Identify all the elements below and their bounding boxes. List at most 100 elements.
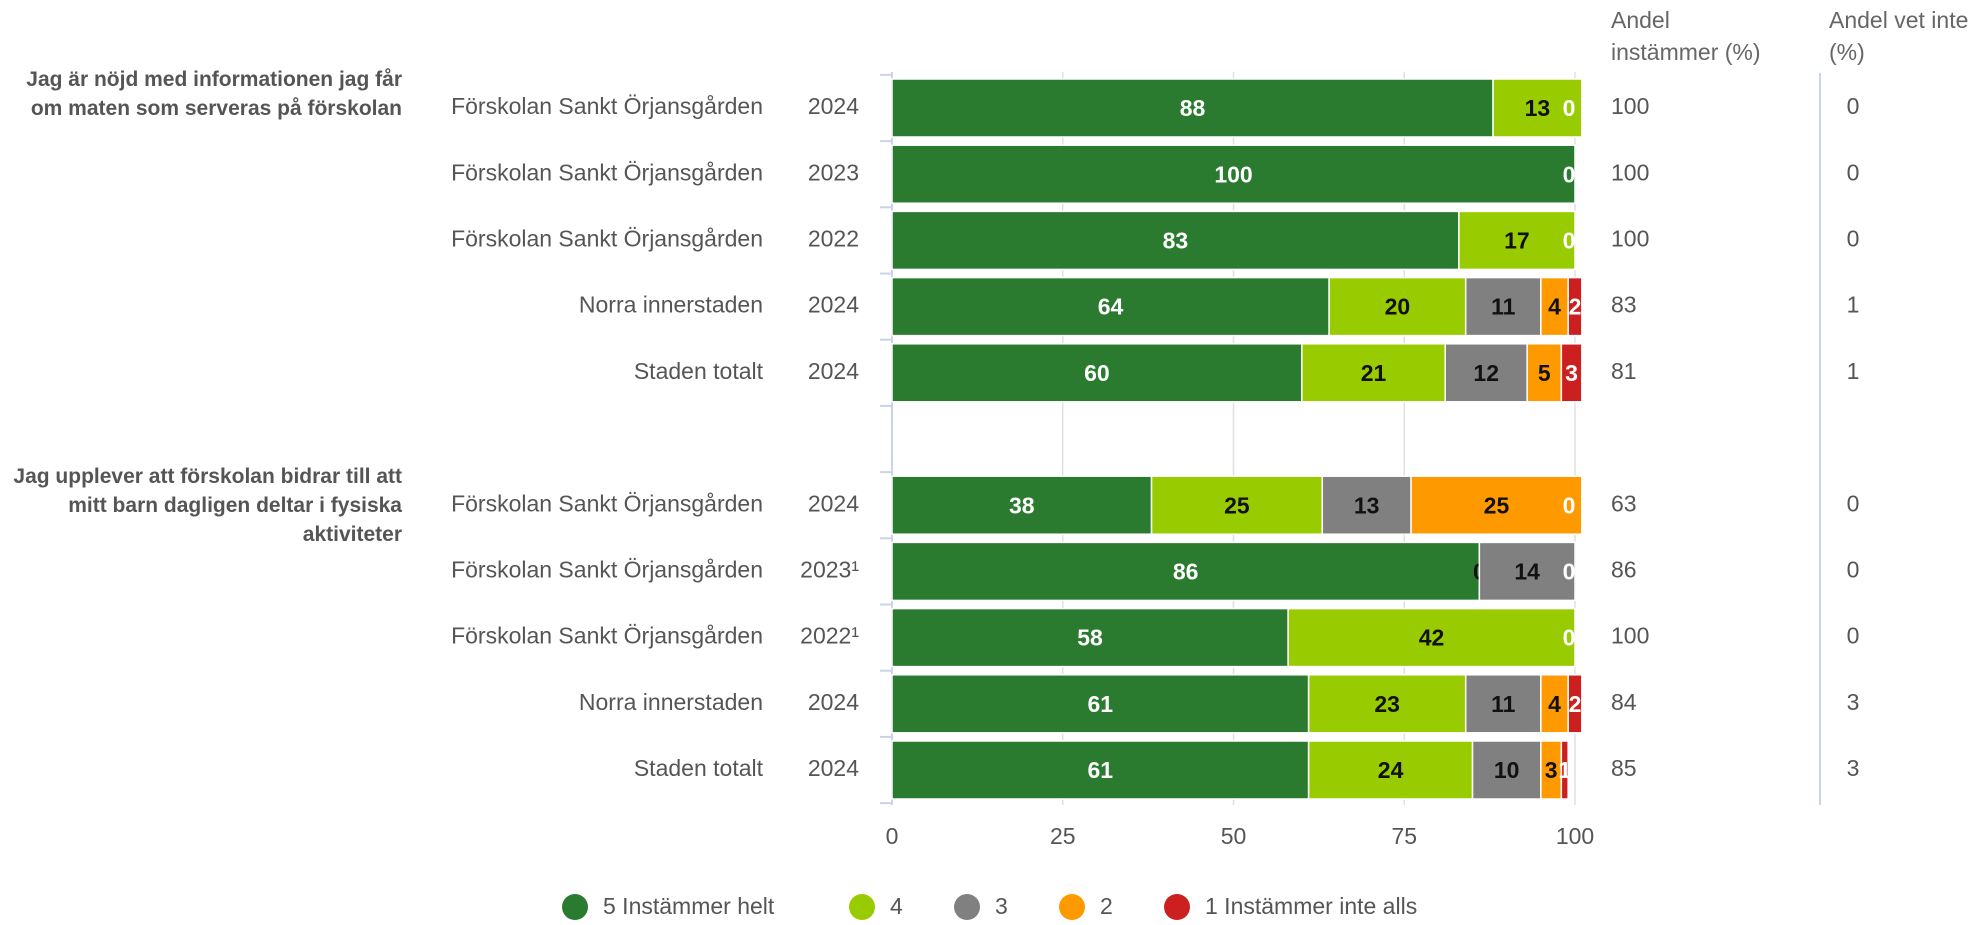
legend-swatch [1059, 894, 1085, 920]
bar-segment [1458, 210, 1576, 271]
bar-segment [1464, 276, 1542, 337]
column-value: 100 [1611, 225, 1649, 251]
data-label: 13 [1354, 492, 1380, 518]
column-value: 3 [1847, 755, 1860, 781]
category-label: Norra innerstaden [579, 292, 763, 318]
data-label: 64 [1098, 294, 1124, 320]
data-label: 58 [1077, 625, 1103, 651]
bar-segment [891, 475, 1153, 535]
x-tick-label: 50 [1221, 823, 1247, 849]
data-label: 11 [1491, 691, 1516, 717]
bar-segment [1321, 475, 1412, 535]
data-label: 5 [1538, 360, 1551, 386]
column-value: 83 [1611, 292, 1637, 318]
year-label: 2023¹ [800, 556, 859, 582]
column-value: 3 [1847, 689, 1860, 715]
year-label: 2024 [808, 755, 859, 781]
column-value: 63 [1611, 490, 1637, 516]
bar-segment [1540, 276, 1569, 337]
bar-segment [891, 740, 1310, 800]
year-label: 2024 [808, 358, 859, 384]
data-label: 4 [1548, 691, 1561, 717]
data-label: 11 [1491, 294, 1516, 320]
year-label: 2023 [808, 159, 859, 185]
data-label: 86 [1173, 558, 1199, 584]
bar-segment [1471, 740, 1542, 800]
bar-segment [891, 276, 1330, 337]
x-tick-label: 100 [1556, 823, 1594, 849]
legend-label: 2 [1100, 893, 1113, 919]
data-label: 61 [1088, 757, 1114, 783]
column-value: 0 [1847, 225, 1860, 251]
data-label: 100 [1214, 161, 1252, 187]
legend-swatch [562, 894, 588, 920]
year-label: 2022 [808, 225, 859, 251]
bar-segment [1478, 541, 1576, 602]
data-label: 3 [1565, 360, 1578, 386]
group-label: Jag är nöjd med informationen jag får om… [26, 68, 402, 120]
legend-swatch [849, 894, 875, 920]
legend-label: 3 [995, 893, 1008, 919]
bar-segment [1307, 740, 1474, 800]
year-label: 2024 [808, 490, 859, 516]
x-tick-label: 0 [886, 823, 899, 849]
column-value: 100 [1611, 93, 1649, 119]
category-label: Staden totalt [634, 358, 764, 384]
column-value: 0 [1847, 556, 1860, 582]
year-label: 2022¹ [800, 623, 859, 649]
bar-segment [1464, 674, 1542, 734]
x-tick-label: 25 [1050, 823, 1076, 849]
category-label: Norra innerstaden [579, 689, 763, 715]
bar-segment [1526, 343, 1563, 403]
data-label: 83 [1163, 227, 1189, 253]
legend-label: 1 Instämmer inte alls [1205, 893, 1417, 919]
data-label: 61 [1088, 691, 1114, 717]
x-tick-label: 75 [1391, 823, 1417, 849]
data-label: 88 [1180, 95, 1206, 121]
data-label: 14 [1514, 558, 1540, 584]
category-label: Förskolan Sankt Örjansgården [451, 623, 763, 649]
bar-segment [1444, 343, 1528, 403]
bar-segment [891, 343, 1303, 403]
legend-swatch [954, 894, 980, 920]
bar-segment [1560, 343, 1583, 403]
column-header: Andel vet inte (%) [1829, 7, 1969, 65]
data-label: 42 [1419, 625, 1445, 651]
data-label: 25 [1484, 492, 1510, 518]
data-label: 1 [1558, 757, 1571, 783]
data-label: 0 [1563, 227, 1576, 253]
bar-segment [1567, 276, 1583, 337]
bar-segment [1410, 475, 1583, 535]
column-value: 1 [1847, 292, 1860, 318]
data-label: 20 [1385, 294, 1411, 320]
category-label: Förskolan Sankt Örjansgården [451, 93, 763, 119]
column-value: 0 [1847, 490, 1860, 516]
legend-label: 5 Instämmer helt [603, 893, 775, 919]
column-value: 100 [1611, 159, 1649, 185]
column-value: 86 [1611, 556, 1637, 582]
data-label: 23 [1374, 691, 1400, 717]
group-label: Jag upplever att förskolan bidrar till a… [13, 465, 402, 547]
column-value: 0 [1847, 93, 1860, 119]
category-label: Förskolan Sankt Örjansgården [451, 225, 763, 251]
data-label: 2 [1569, 294, 1582, 320]
column-value: 0 [1847, 623, 1860, 649]
column-value: 85 [1611, 755, 1637, 781]
category-label: Förskolan Sankt Örjansgården [451, 159, 763, 185]
bar-segment [891, 607, 1289, 668]
bar-segment [1150, 475, 1324, 535]
column-value: 81 [1611, 358, 1637, 384]
data-label: 0 [1563, 161, 1576, 187]
bar-segment [891, 78, 1494, 138]
column-value: 100 [1611, 623, 1649, 649]
bar-segment [891, 144, 1576, 204]
column-value: 1 [1847, 358, 1860, 384]
data-label: 0 [1563, 492, 1576, 518]
column-header: Andel instämmer (%) [1611, 7, 1761, 65]
bar-segment [1540, 674, 1569, 734]
data-label: 12 [1473, 360, 1499, 386]
category-label: Förskolan Sankt Örjansgården [451, 490, 763, 516]
data-label: 4 [1548, 294, 1561, 320]
